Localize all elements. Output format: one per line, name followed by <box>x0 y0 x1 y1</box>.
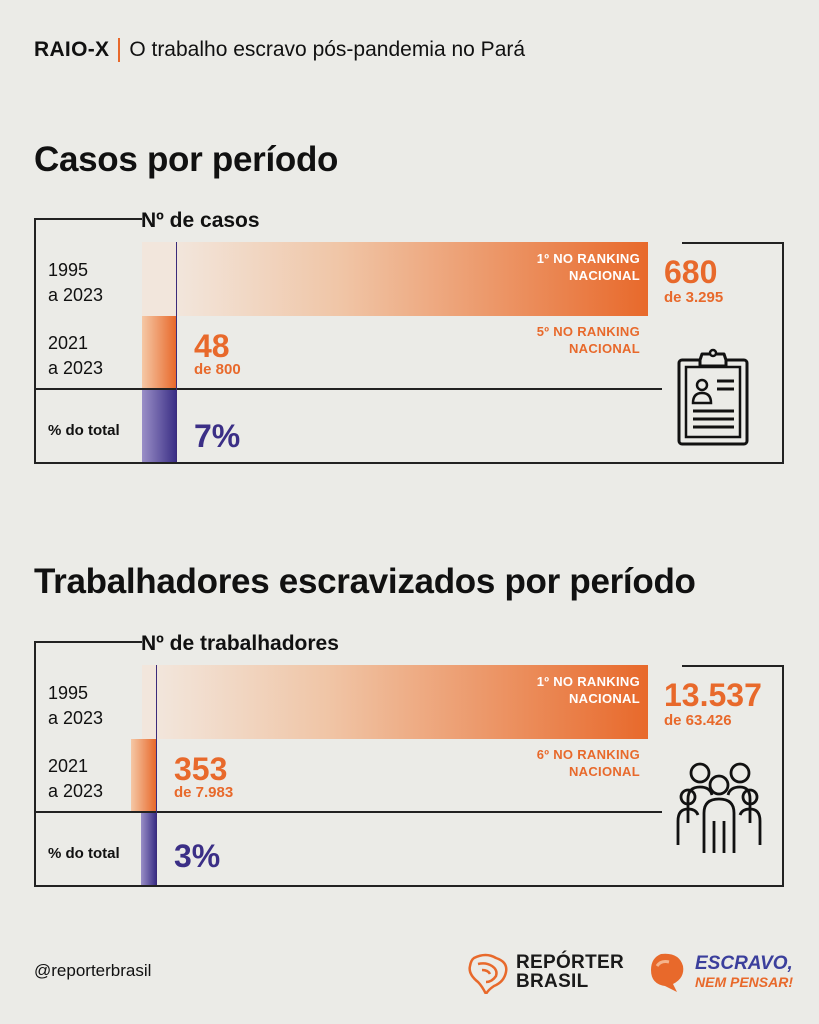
reporter-brasil-text: REPÓRTER BRASIL <box>516 953 624 991</box>
row-separator <box>34 388 662 390</box>
percent-label: % do total <box>48 845 120 862</box>
row-label-line: 1995 <box>48 260 89 280</box>
rank-line: 5º NO RANKING <box>536 324 640 339</box>
rank-label: 6º NO RANKING NACIONAL <box>537 746 640 780</box>
value-label: 353 <box>174 751 228 787</box>
bar-1995-2023 <box>156 665 648 739</box>
axis-title: Nº de casos <box>141 209 260 232</box>
rank-label: 1º NO RANKING NACIONAL <box>537 250 640 284</box>
frame-line <box>34 641 36 885</box>
chart-panel-casos: Nº de casos 1995 a 2023 1º NO RANKING NA… <box>34 209 784 464</box>
bar-percent <box>141 813 156 885</box>
row-label-line: 2021 <box>48 756 89 776</box>
frame-line <box>34 218 142 220</box>
header-tag: RAIO-X <box>34 38 110 61</box>
frame-line <box>782 242 784 462</box>
value-label: 48 <box>194 328 230 364</box>
bar-percent <box>142 390 176 462</box>
frame-line <box>34 462 784 464</box>
axis-title: Nº de trabalhadores <box>141 632 339 655</box>
percent-label: % do total <box>48 422 120 439</box>
frame-line <box>34 641 142 643</box>
rank-label: 5º NO RANKING NACIONAL <box>537 323 640 357</box>
escravo-nem-pensar-logo: ESCRAVO, NEM PENSAR! <box>647 950 793 994</box>
bar-background <box>142 665 156 739</box>
baseline <box>156 665 157 885</box>
percent-value: 3% <box>174 838 221 874</box>
social-handle[interactable]: @reporterbrasil <box>34 961 152 980</box>
percent-value: 7% <box>194 418 241 454</box>
value-label: 13.537 <box>664 677 762 713</box>
frame-line <box>34 218 36 462</box>
row-label: 1995 a 2023 <box>48 258 103 308</box>
logo-line: ESCRAVO, <box>695 953 793 974</box>
section-title-trabalhadores: Trabalhadores escravizados por período <box>34 562 696 601</box>
total-label: de 7.983 <box>174 784 234 801</box>
speech-bubble-icon <box>651 953 684 992</box>
section-title-casos: Casos por período <box>34 140 339 179</box>
logo-line: BRASIL <box>516 971 589 992</box>
logo-line: REPÓRTER <box>516 952 624 973</box>
row-label-line: a 2023 <box>48 708 104 728</box>
people-group-icon <box>676 762 762 853</box>
frame-line <box>34 885 784 887</box>
bar-2021-2023 <box>142 316 176 388</box>
row-label-line: a 2023 <box>48 285 104 305</box>
rank-line: NACIONAL <box>568 691 640 706</box>
clipboard-icon <box>677 348 749 446</box>
bar-background <box>142 242 176 316</box>
row-label: 2021 a 2023 <box>48 331 103 381</box>
header-title: O trabalho escravo pós-pandemia no Pará <box>129 38 526 61</box>
baseline <box>176 242 177 462</box>
header-separator <box>118 38 121 62</box>
total-label: de 800 <box>194 361 241 378</box>
rank-label: 1º NO RANKING NACIONAL <box>537 673 640 707</box>
brazil-map-icon <box>468 953 508 994</box>
total-label: de 63.426 <box>664 712 732 729</box>
frame-line <box>782 665 784 885</box>
logo-line: NEM PENSAR! <box>695 974 794 990</box>
row-label: 1995 a 2023 <box>48 681 103 731</box>
bar-2021-2023 <box>130 739 156 811</box>
rank-line: 1º NO RANKING <box>536 674 640 689</box>
row-separator <box>34 811 662 813</box>
rank-line: NACIONAL <box>568 341 640 356</box>
frame-line <box>682 242 784 244</box>
row-label-line: a 2023 <box>48 358 104 378</box>
bar-1995-2023 <box>176 242 648 316</box>
row-label-line: 1995 <box>48 683 89 703</box>
total-label: de 3.295 <box>664 289 724 306</box>
rank-line: NACIONAL <box>568 268 640 283</box>
rank-line: NACIONAL <box>568 764 640 779</box>
row-label: 2021 a 2023 <box>48 754 103 804</box>
rank-line: 1º NO RANKING <box>536 251 640 266</box>
frame-line <box>682 665 784 667</box>
chart-panel-trabalhadores: Nº de trabalhadores 1995 a 2023 1º NO RA… <box>34 632 784 887</box>
row-label-line: 2021 <box>48 333 89 353</box>
escravo-nem-pensar-text: ESCRAVO, NEM PENSAR! <box>695 953 794 991</box>
row-label-line: a 2023 <box>48 781 104 801</box>
value-label: 680 <box>664 254 718 290</box>
rank-line: 6º NO RANKING <box>536 747 640 762</box>
reporter-brasil-logo: REPÓRTER BRASIL <box>466 950 624 994</box>
page-header: RAIO-X O trabalho escravo pós-pandemia n… <box>34 38 525 62</box>
